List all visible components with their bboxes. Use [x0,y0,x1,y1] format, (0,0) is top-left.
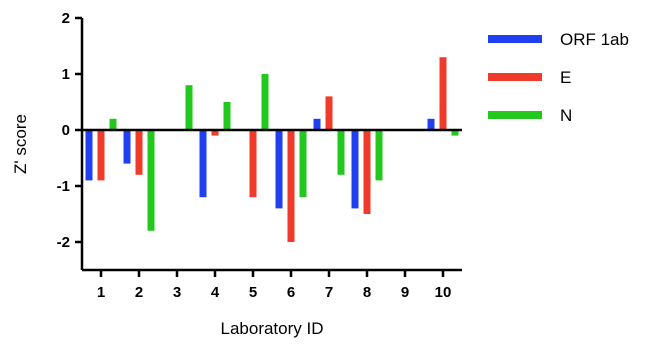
y-tick-label: -2 [57,234,70,251]
bar-e-lab-1 [97,130,105,181]
bar-e-lab-10 [439,57,447,131]
x-tick-label: 3 [173,284,181,301]
bar-orf-1ab-lab-1 [85,130,93,181]
bar-e-lab-8 [363,130,371,214]
bar-orf-1ab-lab-10 [427,118,435,130]
bar-e-lab-4 [211,130,219,136]
bar-n-lab-5 [261,74,269,130]
bar-orf-1ab-lab-6 [275,130,283,209]
bar-e-lab-5 [249,130,257,198]
bar-e-lab-2 [135,130,143,175]
x-tick-label: 5 [249,284,257,301]
bar-n-lab-10 [451,130,459,136]
legend-label: ORF 1ab [560,30,629,49]
legend-label: E [560,68,571,87]
x-tick-label: 1 [97,284,105,301]
legend-swatch [488,35,542,43]
bar-n-lab-8 [375,130,383,181]
x-tick-label: 4 [211,284,220,301]
y-tick-label: 1 [62,66,70,83]
bar-n-lab-6 [299,130,307,198]
bar-orf-1ab-lab-2 [123,130,131,164]
x-tick-label: 6 [287,284,295,301]
x-tick-label: 2 [135,284,143,301]
y-tick-label: 2 [62,10,70,27]
x-tick-label: 9 [401,284,409,301]
bar-n-lab-3 [185,85,193,130]
legend-swatch [488,111,542,119]
y-tick-label: 0 [62,122,70,139]
bar-orf-1ab-lab-4 [199,130,207,198]
y-tick-label: -1 [57,178,70,195]
bar-e-lab-7 [325,96,333,130]
bars-layer [85,57,459,242]
x-tick-label: 10 [435,284,452,301]
y-ticks: 2 1 0 -1 -2 [57,10,82,251]
bar-n-lab-7 [337,130,345,175]
y-axis-title: Z' score [11,114,30,174]
bar-orf-1ab-lab-8 [351,130,359,209]
bar-n-lab-1 [109,118,117,130]
legend-label: N [560,106,572,125]
x-tick-label: 8 [363,284,371,301]
legend-swatch [488,73,542,81]
x-ticks: 1 2 3 4 5 6 7 8 9 10 [97,270,452,301]
bar-n-lab-2 [147,130,155,231]
x-tick-label: 7 [325,284,333,301]
legend: ORF 1ab EN [488,30,629,125]
bar-orf-1ab-lab-7 [313,118,321,130]
bar-e-lab-6 [287,130,295,242]
bar-n-lab-4 [223,102,231,130]
x-axis-title: Laboratory ID [221,319,324,338]
